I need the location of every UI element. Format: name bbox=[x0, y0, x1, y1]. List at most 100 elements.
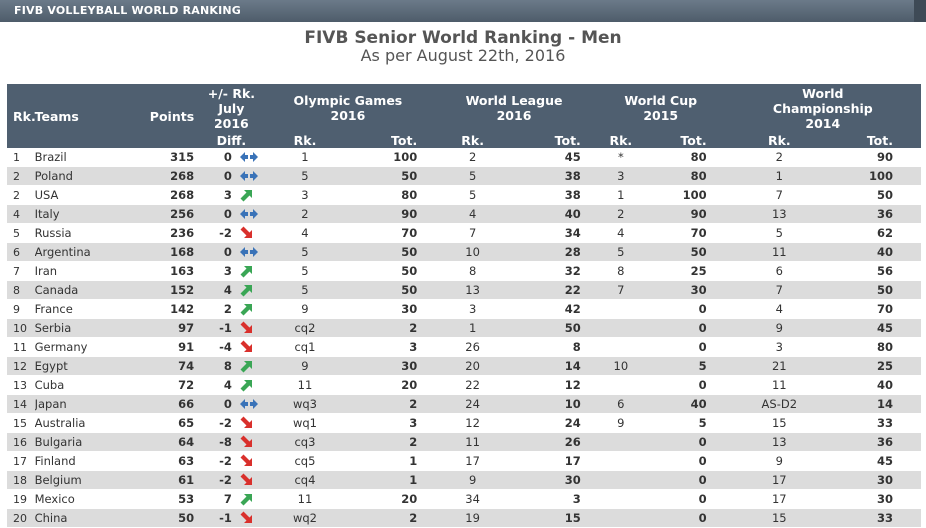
cell-wc-rank: 6 bbox=[596, 394, 645, 414]
cell-diff: -2 bbox=[198, 470, 232, 490]
cell-team: USA bbox=[34, 185, 135, 205]
arrow-up-icon bbox=[231, 299, 265, 319]
cell-diff: -2 bbox=[198, 451, 232, 471]
cell-wch-total: 33 bbox=[833, 508, 921, 528]
cell-team: Australia bbox=[34, 413, 135, 433]
cell-wch-total: 50 bbox=[833, 280, 921, 300]
cell-og-rank: 9 bbox=[264, 356, 346, 376]
cell-wch-rank: 17 bbox=[724, 470, 834, 490]
cell-og-total: 50 bbox=[345, 242, 432, 262]
cell-diff: -1 bbox=[198, 318, 232, 338]
cell-wc-rank bbox=[596, 489, 645, 509]
arrow-down-icon bbox=[231, 470, 265, 490]
cell-diff: -8 bbox=[198, 432, 232, 452]
cell-wc-total: 0 bbox=[644, 432, 725, 452]
cell-wch-total: 33 bbox=[833, 413, 921, 433]
cell-wl-total: 8 bbox=[514, 337, 597, 357]
cell-wch-rank: 21 bbox=[724, 356, 834, 376]
header-og-line1: Olympic Games bbox=[293, 93, 403, 108]
cell-wc-rank bbox=[596, 299, 645, 319]
cell-points: 72 bbox=[134, 375, 199, 395]
table-row: 4 Italy 256 0 2 90 4 40 2 90 13 36 bbox=[7, 204, 921, 224]
arrow-down-icon bbox=[231, 337, 265, 357]
arrow-same-icon bbox=[231, 204, 265, 224]
cell-points: 91 bbox=[134, 337, 199, 357]
cell-wl-total: 38 bbox=[514, 185, 597, 205]
cell-wl-total: 34 bbox=[514, 223, 597, 243]
header-og-line2: 2016 bbox=[330, 108, 366, 123]
table-row: 8 Canada 152 4 5 50 13 22 7 30 7 50 bbox=[7, 280, 921, 300]
header-world-cup: World Cup 2015 bbox=[596, 84, 725, 132]
cell-og-rank: 2 bbox=[264, 204, 346, 224]
cell-og-rank: cq5 bbox=[264, 451, 346, 471]
table-row: 5 Russia 236 -2 4 70 7 34 4 70 5 62 bbox=[7, 223, 921, 243]
cell-wl-total: 24 bbox=[514, 413, 597, 433]
cell-wl-total: 22 bbox=[514, 280, 597, 300]
table-row: 20 China 50 -1 wq2 2 19 15 0 15 33 bbox=[7, 508, 921, 528]
arrow-down-icon bbox=[231, 413, 265, 433]
cell-wl-rank: 20 bbox=[431, 356, 514, 376]
banner-title: FIVB VOLLEYBALL WORLD RANKING bbox=[14, 4, 242, 17]
header-olympic-games: Olympic Games 2016 bbox=[264, 84, 432, 132]
table-row: 12 Egypt 74 8 9 30 20 14 10 5 21 25 bbox=[7, 356, 921, 376]
cell-wl-total: 30 bbox=[514, 470, 597, 490]
cell-wc-rank: 8 bbox=[596, 261, 645, 281]
cell-wl-rank: 1 bbox=[431, 318, 514, 338]
cell-team: Poland bbox=[34, 166, 135, 186]
header-wc-rk: Rk. bbox=[596, 132, 645, 148]
cell-og-total: 3 bbox=[345, 413, 432, 433]
cell-wl-total: 26 bbox=[514, 432, 597, 452]
cell-team: Russia bbox=[34, 223, 135, 243]
cell-og-total: 1 bbox=[345, 451, 432, 471]
cell-wc-rank bbox=[596, 508, 645, 528]
header-wch-line2: Championship bbox=[772, 100, 873, 116]
cell-og-total: 50 bbox=[345, 261, 432, 281]
cell-wl-rank: 8 bbox=[431, 261, 514, 281]
cell-points: 64 bbox=[134, 432, 199, 452]
cell-wch-total: 14 bbox=[833, 394, 921, 414]
cell-points: 53 bbox=[134, 489, 199, 509]
cell-wc-rank bbox=[596, 470, 645, 490]
cell-og-total: 30 bbox=[345, 299, 432, 319]
cell-wch-rank: 4 bbox=[724, 299, 834, 319]
arrow-down-icon bbox=[231, 508, 265, 528]
cell-wl-rank: 5 bbox=[431, 166, 514, 186]
cell-wc-total: 30 bbox=[644, 280, 725, 300]
cell-wl-total: 38 bbox=[514, 166, 597, 186]
cell-wch-total: 36 bbox=[833, 204, 921, 224]
cell-wl-rank: 2 bbox=[431, 148, 514, 167]
cell-rank: 4 bbox=[7, 204, 35, 224]
cell-team: Japan bbox=[34, 394, 135, 414]
cell-wl-rank: 10 bbox=[431, 242, 514, 262]
cell-wc-rank bbox=[596, 318, 645, 338]
banner-corner bbox=[914, 0, 926, 22]
cell-wl-total: 10 bbox=[514, 394, 597, 414]
cell-wc-total: 0 bbox=[644, 299, 725, 319]
cell-og-rank: wq2 bbox=[264, 508, 346, 528]
cell-wl-rank: 22 bbox=[431, 375, 514, 395]
cell-wch-rank: 17 bbox=[724, 489, 834, 509]
arrow-down-icon bbox=[231, 451, 265, 471]
cell-points: 74 bbox=[134, 356, 199, 376]
cell-diff: 0 bbox=[198, 148, 232, 167]
cell-wch-total: 100 bbox=[833, 166, 921, 186]
table-row: 15 Australia 65 -2 wq1 3 12 24 9 5 15 33 bbox=[7, 413, 921, 433]
header-teams: Teams bbox=[34, 84, 135, 148]
header-rank: Rk. bbox=[7, 84, 36, 148]
cell-wl-total: 32 bbox=[514, 261, 597, 281]
cell-wl-rank: 7 bbox=[431, 223, 514, 243]
cell-wch-total: 56 bbox=[833, 261, 921, 281]
cell-og-rank: 5 bbox=[264, 280, 346, 300]
header-wch-line3: 2014 bbox=[805, 115, 841, 131]
cell-wc-rank: 3 bbox=[596, 166, 645, 186]
cell-points: 152 bbox=[134, 280, 199, 300]
cell-wl-rank: 3 bbox=[431, 299, 514, 319]
arrow-up-icon bbox=[231, 489, 265, 509]
cell-wl-rank: 19 bbox=[431, 508, 514, 528]
cell-rank: 15 bbox=[7, 413, 35, 433]
cell-wl-rank: 13 bbox=[431, 280, 514, 300]
cell-wch-rank: 7 bbox=[724, 185, 834, 205]
cell-wl-rank: 4 bbox=[431, 204, 514, 224]
cell-wch-rank: 5 bbox=[724, 223, 834, 243]
header-diff-line3: 2016 bbox=[213, 115, 249, 131]
